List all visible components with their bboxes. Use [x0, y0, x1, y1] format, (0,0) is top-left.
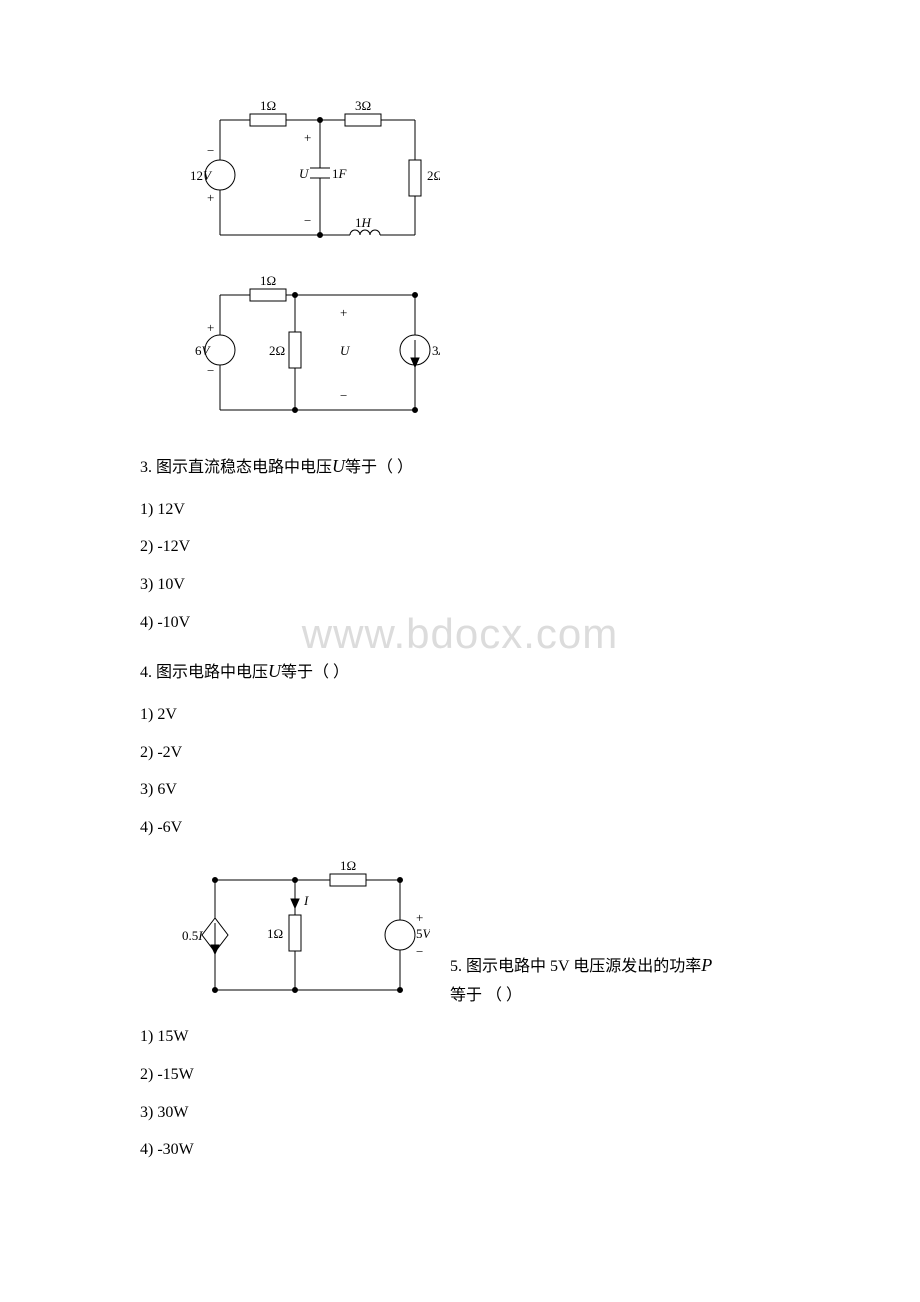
q5-option-4: 4) -30W	[140, 1137, 780, 1163]
r3-label: 2Ω	[427, 168, 440, 183]
question-5-row: 1Ω 0.5I I 1Ω 5V + − 5. 图示电路中 5V 电压源发出的功率…	[140, 860, 780, 1010]
cap-label: 1F	[332, 166, 348, 181]
r1-label: 1Ω	[260, 100, 276, 113]
vsrc-value: 6V	[195, 343, 212, 358]
u-pos: +	[304, 130, 311, 145]
q5-option-2: 2) -15W	[140, 1062, 780, 1088]
r1-label: 1Ω	[340, 860, 356, 873]
question-5-options: 1) 15W 2) -15W 3) 30W 4) -30W	[140, 1024, 780, 1162]
vsrc-pos: +	[416, 910, 423, 925]
q3-option-4: 4) -10V	[140, 610, 780, 636]
vsrc-neg: −	[207, 363, 214, 378]
u-pos: +	[340, 305, 347, 320]
question-5-text: 5. 图示电路中 5V 电压源发出的功率P等于 （ ）	[450, 949, 780, 1011]
question-4-text: 4. 图示电路中电压U等于（ ）	[140, 655, 780, 688]
r2-label: 2Ω	[269, 343, 285, 358]
circuit-diagram-1: 1Ω 3Ω 12V − + U + − 1F 1H 2Ω	[180, 100, 780, 255]
q5-option-3: 3) 30W	[140, 1100, 780, 1126]
i-label: I	[303, 893, 309, 908]
q4-option-1: 1) 2V	[140, 702, 780, 728]
r2-label: 1Ω	[267, 926, 283, 941]
u-label: U	[340, 343, 351, 358]
vsrc-pos: +	[207, 190, 214, 205]
r2-label: 3Ω	[355, 100, 371, 113]
circuit-diagram-3: 1Ω 0.5I I 1Ω 5V + −	[180, 860, 430, 1010]
q4-option-2: 2) -2V	[140, 740, 780, 766]
question-4: 4. 图示电路中电压U等于（ ） 1) 2V 2) -2V 3) 6V 4) -…	[140, 655, 780, 840]
vsrc-value: 12V	[190, 168, 213, 183]
vsrc-value: 5V	[416, 926, 430, 941]
u-label: U	[299, 166, 310, 181]
q3-option-3: 3) 10V	[140, 572, 780, 598]
isrc-label: 3A	[432, 343, 440, 358]
q4-option-4: 4) -6V	[140, 815, 780, 841]
ind-label: 1H	[355, 215, 372, 230]
u-neg: −	[304, 213, 311, 228]
r1-label: 1Ω	[260, 275, 276, 288]
q3-option-1: 1) 12V	[140, 497, 780, 523]
u-neg: −	[340, 388, 347, 403]
question-3-text: 3. 图示直流稳态电路中电压U等于（ ）	[140, 450, 780, 483]
depsrc-label: 0.5I	[182, 928, 203, 943]
q3-option-2: 2) -12V	[140, 534, 780, 560]
question-3: 3. 图示直流稳态电路中电压U等于（ ） 1) 12V 2) -12V 3) 1…	[140, 450, 780, 635]
circuit-diagram-2: 1Ω 6V + − 2Ω U + − 3A	[180, 275, 780, 430]
q5-option-1: 1) 15W	[140, 1024, 780, 1050]
vsrc-neg: −	[207, 143, 214, 158]
page-content: 1Ω 3Ω 12V − + U + − 1F 1H 2Ω	[140, 100, 780, 1163]
vsrc-pos: +	[207, 320, 214, 335]
vsrc-neg: −	[416, 944, 423, 959]
q4-option-3: 3) 6V	[140, 777, 780, 803]
